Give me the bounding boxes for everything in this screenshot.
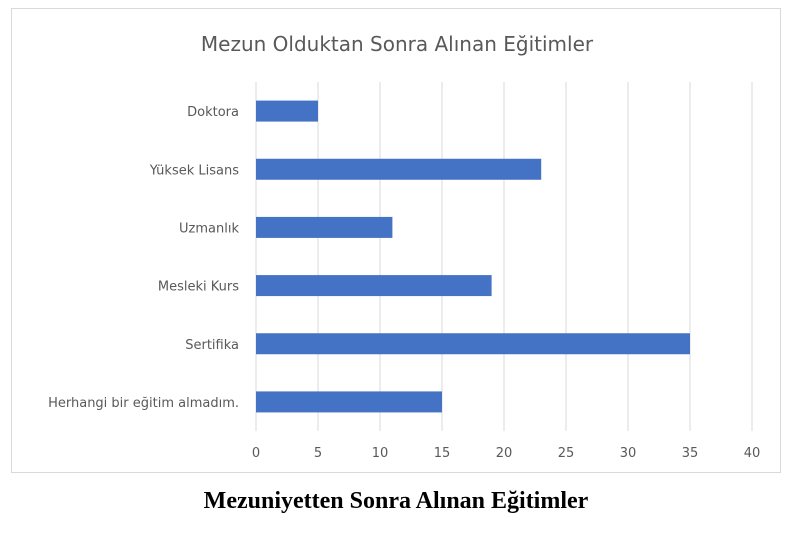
category-label: Mesleki Kurs <box>158 280 239 295</box>
chart-title: Mezun Olduktan Sonra Alınan Eğitimler <box>201 32 594 56</box>
category-label: Doktora <box>187 105 239 120</box>
x-axis-tick-labels: 0 5 10 15 20 25 30 35 40 <box>252 446 760 461</box>
grid-lines <box>255 82 753 431</box>
bar <box>256 100 318 122</box>
x-tick-label: 5 <box>314 446 322 461</box>
bar <box>256 216 393 238</box>
category-labels: Doktora Yüksek Lisans Uzmanlık Mesleki Kurs… <box>48 105 239 411</box>
x-tick-label: 30 <box>620 446 637 461</box>
x-tick-label: 35 <box>682 446 699 461</box>
category-label: Uzmanlık <box>179 221 239 236</box>
category-label: Sertifika <box>185 338 239 353</box>
bar-chart: Mezun Olduktan Sonra Alınan Eğitimler Do… <box>48 32 760 461</box>
x-tick-label: 10 <box>372 446 389 461</box>
x-tick-label: 15 <box>434 446 451 461</box>
bar <box>256 275 492 297</box>
x-tick-label: 20 <box>496 446 513 461</box>
bars <box>256 100 690 413</box>
bar <box>256 158 542 180</box>
chart-frame: Mezun Olduktan Sonra Alınan Eğitimler Do… <box>11 8 781 473</box>
x-tick-label: 25 <box>558 446 575 461</box>
figure-caption: Mezuniyetten Sonra Alınan Eğitimler <box>203 488 589 514</box>
x-tick-label: 0 <box>252 446 260 461</box>
bar <box>256 391 442 413</box>
category-label: Yüksek Lisans <box>149 163 239 178</box>
x-tick-label: 40 <box>744 446 761 461</box>
category-label: Herhangi bir eğitim almadım. <box>48 396 239 411</box>
bar <box>256 333 690 355</box>
